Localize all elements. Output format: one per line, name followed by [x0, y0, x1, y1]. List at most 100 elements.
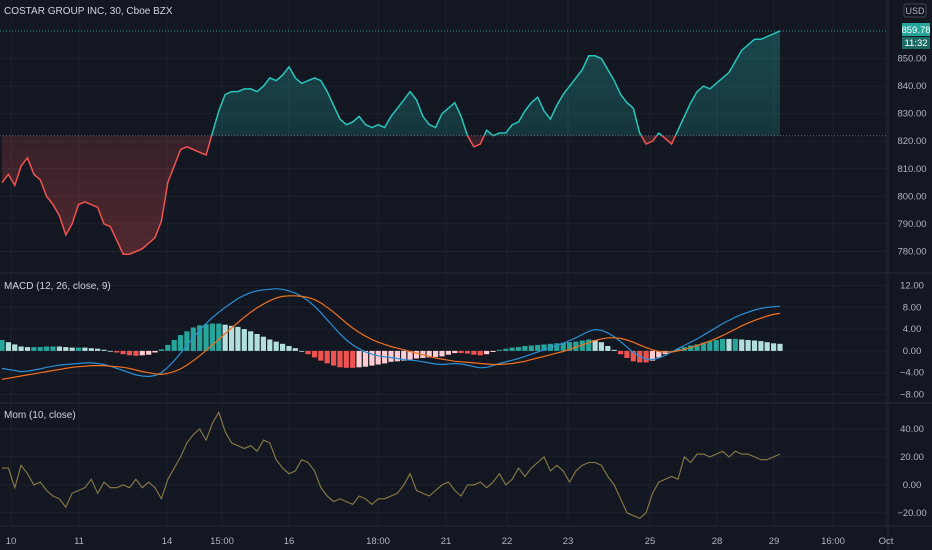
- currency-button[interactable]: [903, 3, 927, 18]
- histogram-bar: [541, 344, 547, 351]
- symbol-title[interactable]: COSTAR GROUP INC, 30, Cboe BZX: [4, 6, 173, 17]
- momentum-tick-label: 0.00: [903, 480, 922, 491]
- macd-pane[interactable]: [0, 288, 783, 380]
- histogram-bar: [331, 350, 337, 366]
- histogram-bar: [758, 341, 764, 351]
- price-area-below: [2, 135, 780, 255]
- momentum-axis[interactable]: 40.00 20.00 0.00 −20.00: [897, 424, 926, 519]
- currency-label: USD: [905, 6, 925, 16]
- momentum-pane[interactable]: [2, 410, 781, 520]
- momentum-tick-label: 20.00: [900, 452, 924, 463]
- histogram-bar: [318, 350, 324, 361]
- price-tick-label: 800.00: [897, 191, 926, 202]
- price-pane[interactable]: [0, 30, 888, 255]
- histogram-bar: [177, 335, 184, 351]
- time-axis[interactable]: 10 11 14 15:00 16 18:00 21 22 23 25 28 29 16:00 Oct: [6, 536, 894, 547]
- price-line-up: [210, 30, 781, 136]
- histogram-bar: [0, 340, 5, 351]
- histogram-bar: [771, 343, 777, 351]
- time-tick-label: 16: [284, 536, 295, 547]
- time-tick-label: 15:00: [210, 536, 234, 547]
- histogram-bar: [573, 341, 579, 351]
- histogram-bar: [688, 345, 694, 351]
- macd-tick-label: −4.00: [900, 368, 924, 379]
- histogram-bar: [560, 342, 566, 351]
- histogram-bar: [707, 341, 713, 351]
- signal-line: [1, 295, 781, 380]
- histogram-bar: [452, 350, 458, 354]
- histogram-bar: [69, 347, 75, 351]
- histogram-bar: [5, 342, 11, 351]
- histogram-bar: [471, 350, 477, 355]
- histogram-bar: [31, 347, 37, 351]
- histogram-bar: [509, 347, 515, 351]
- histogram-bar: [280, 343, 286, 351]
- macd-title[interactable]: MACD (12, 26, close, 9): [4, 281, 111, 292]
- price-tick-label: 830.00: [897, 109, 926, 120]
- histogram-bar: [739, 339, 745, 351]
- macd-axis[interactable]: 12.00 8.00 4.00 0.00 −4.00 −8.00: [900, 280, 924, 400]
- histogram-bar: [458, 350, 464, 354]
- time-tick-label: 14: [162, 536, 173, 547]
- macd-tick-label: 0.00: [903, 346, 922, 357]
- histogram-bar: [235, 326, 241, 351]
- histogram-bar: [777, 343, 783, 351]
- time-tick-label: 10: [6, 536, 17, 547]
- histogram-bar: [248, 331, 254, 351]
- histogram-bar: [484, 350, 490, 355]
- price-axis[interactable]: 780.00 790.00 800.00 810.00 820.00 830.00 840.…: [897, 54, 926, 258]
- histogram-bar: [394, 350, 400, 362]
- histogram-bar: [413, 350, 420, 359]
- histogram-bar: [439, 350, 445, 357]
- time-tick-label: 28: [712, 536, 723, 547]
- histogram-bar: [611, 349, 617, 351]
- time-tick-label: 22: [502, 536, 513, 547]
- histogram-bar: [229, 325, 235, 351]
- price-tick-label: 820.00: [897, 136, 926, 147]
- histogram-bar: [101, 349, 107, 351]
- histogram-bar: [75, 347, 82, 351]
- histogram-bar: [82, 347, 88, 351]
- momentum-title[interactable]: Mom (10, close): [4, 410, 76, 421]
- histogram-bar: [292, 348, 298, 351]
- time-tick-label: 21: [441, 536, 452, 547]
- price-line-down: [1, 135, 677, 255]
- histogram-bar: [158, 349, 164, 351]
- histogram-bar: [197, 325, 203, 351]
- histogram-bar: [299, 350, 305, 352]
- histogram-bar: [522, 346, 528, 351]
- time-tick-label: Oct: [879, 536, 894, 547]
- histogram-bar: [126, 350, 133, 356]
- histogram-bar: [700, 342, 707, 351]
- histogram-bar: [165, 344, 171, 351]
- histogram-bar: [120, 350, 126, 355]
- time-tick-label: 29: [769, 536, 780, 547]
- histogram-bar: [152, 350, 158, 353]
- countdown-tag: [902, 37, 930, 49]
- histogram-bar: [694, 344, 700, 351]
- histogram-bar: [477, 350, 483, 356]
- histogram-bar: [133, 350, 139, 356]
- histogram-bar: [669, 350, 675, 352]
- macd-line: [1, 288, 781, 378]
- price-area-above: [2, 31, 780, 136]
- histogram-bar: [343, 350, 349, 368]
- histogram-bar: [241, 329, 247, 351]
- histogram-bar: [751, 340, 758, 351]
- histogram-bar: [37, 347, 43, 351]
- histogram-bar: [324, 350, 330, 364]
- macd-tick-label: 4.00: [903, 324, 922, 335]
- histogram-bar: [713, 340, 719, 351]
- time-tick-label: 23: [563, 536, 574, 547]
- histogram-bar: [490, 350, 496, 352]
- histogram-bar: [184, 331, 190, 351]
- histogram-bar: [375, 350, 381, 365]
- momentum-line: [2, 410, 781, 520]
- histogram-bar: [369, 350, 375, 366]
- price-tick-label: 810.00: [897, 164, 926, 175]
- histogram-bar: [535, 344, 541, 351]
- price-tick-label: 850.00: [897, 54, 926, 65]
- histogram-bar: [649, 350, 655, 361]
- histogram-bar: [273, 341, 279, 351]
